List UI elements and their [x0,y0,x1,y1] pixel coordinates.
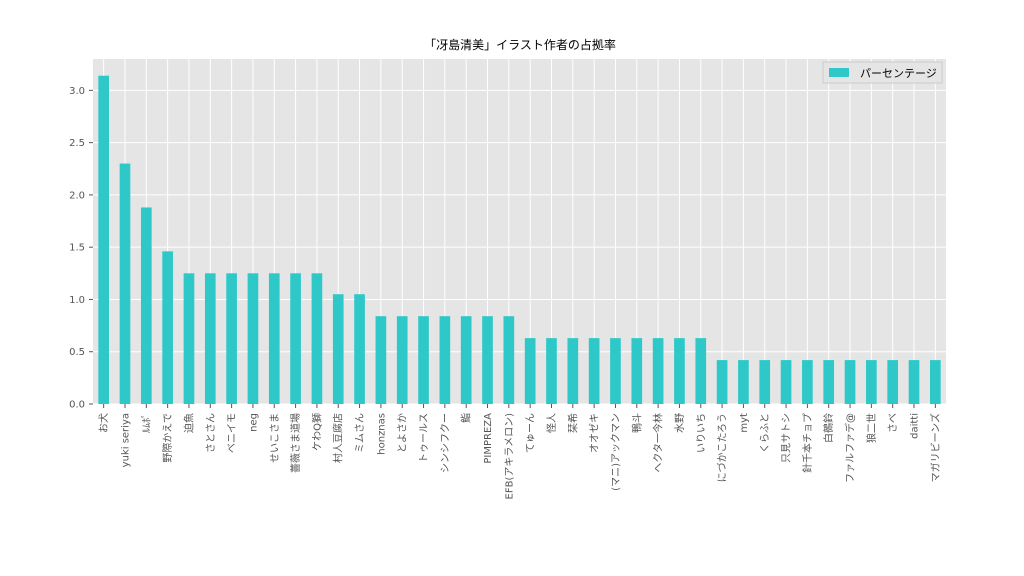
bar [226,273,237,404]
bar [546,338,557,404]
bar [354,294,365,404]
bar [674,338,685,404]
bar [418,316,429,404]
bar [823,360,835,404]
y-tick-label: 3.0 [69,86,85,97]
bar [311,273,323,404]
x-tick-label: 水野 [674,413,686,433]
x-tick-label: ベニイモ [226,413,238,453]
x-tick-label: オオゼキ [589,413,601,453]
x-tick-label: にづかこたろう [717,413,729,482]
x-tick-label: 迫魚 [182,413,195,433]
y-tick-label: 2.5 [69,138,85,149]
bar [439,316,451,404]
x-tick-label: ﾙﾑﾎﾟ [141,413,153,433]
x-tick-label: honznas [376,413,387,455]
bar [780,360,792,404]
x-tick-label: 村人豆腐店 [332,413,345,463]
x-tick-label: 針千本チョプ [801,413,814,473]
bar [866,360,877,404]
bar [802,360,813,404]
bar [588,338,600,404]
bar [759,360,771,404]
bar [695,338,707,404]
bar [524,338,536,404]
x-tick-label: ミムさん [354,413,366,453]
x-tick-label: トゥールス [419,413,430,463]
bar [119,163,131,404]
legend-swatch [829,68,849,77]
x-tick-label: さべ [887,413,899,433]
bar [908,360,920,404]
x-tick-label: いりいち [695,413,707,453]
bar [716,360,728,404]
x-tick-label: PIMPREZA [483,413,494,464]
bars [98,75,941,405]
x-tick-label: ヘクタ一今林 [652,413,665,473]
bar [162,251,173,404]
bar [482,316,493,404]
y-tick-label: 0.0 [69,400,85,411]
bar [567,338,579,404]
x-tick-label: 鮨 [460,413,473,423]
legend: パーセンテージ [822,61,943,84]
bar [375,316,387,404]
legend-label: パーセンテージ [860,67,937,80]
x-tick-label: 怪人 [545,413,558,433]
bar [290,273,301,404]
bar [844,360,856,404]
y-tick-label: 0.5 [69,347,85,358]
x-tick-label: yuki seriya [120,413,131,467]
bar [183,273,195,404]
chart-title: 「冴島清美」イラスト作者の占拠率 [424,37,616,52]
x-tick-label: 白鵺鈴 [822,413,835,443]
legend-box [822,61,943,84]
bar [460,316,472,404]
bar [140,207,152,404]
bar [332,294,344,404]
x-axis: お犬 yuki seriya ﾙﾑﾎﾟ 野際かえで 迫魚 さとさん ベニイモ neg せいこさま… [97,404,942,499]
bar [887,360,899,404]
y-tick-label: 1.0 [69,295,85,306]
x-tick-label: myt [739,413,750,433]
x-tick-label: せいこさま [269,413,281,463]
bar [247,273,259,404]
x-tick-label: 野際かえで [162,413,174,463]
x-tick-label: くらふと [759,413,771,453]
bar [204,273,216,404]
plot-area [93,59,946,404]
x-tick-label: 薔薇さま道場 [289,413,302,473]
y-tick-label: 2.0 [69,190,85,201]
x-tick-label: 狼二世 [865,413,878,443]
bar [98,75,109,405]
x-tick-label: 只見サトシ [781,413,793,463]
x-tick-label: daitti [910,413,921,439]
bar [396,316,408,404]
x-tick-label: とよさか [397,413,409,453]
y-axis: 0.0 0.5 1.0 1.5 2.0 2.5 3.0 [69,86,93,411]
bar [652,338,664,404]
bar [738,360,749,404]
x-tick-label: EFB(アキラメロン) [503,413,515,500]
x-tick-label: マガリビーンズ [929,413,942,482]
x-tick-label: (マニ)アックマン [610,413,622,491]
bar [930,360,941,404]
y-tick-label: 1.5 [69,243,85,254]
x-tick-label: ケわQ獅 [310,413,323,451]
x-tick-label: お犬 [97,413,110,433]
x-tick-label: neg [248,413,259,432]
bar [503,316,515,404]
x-tick-label: 鴨斗 [630,413,643,433]
bar [631,338,643,404]
bar [268,273,280,404]
x-tick-label: シンシフクー [439,413,451,473]
x-tick-label: てゅーん [525,413,537,453]
x-tick-label: ファルファデ@ [844,413,857,483]
x-tick-label: さとさん [205,413,217,453]
bar [610,338,621,404]
x-tick-label: 栞希 [566,413,579,433]
